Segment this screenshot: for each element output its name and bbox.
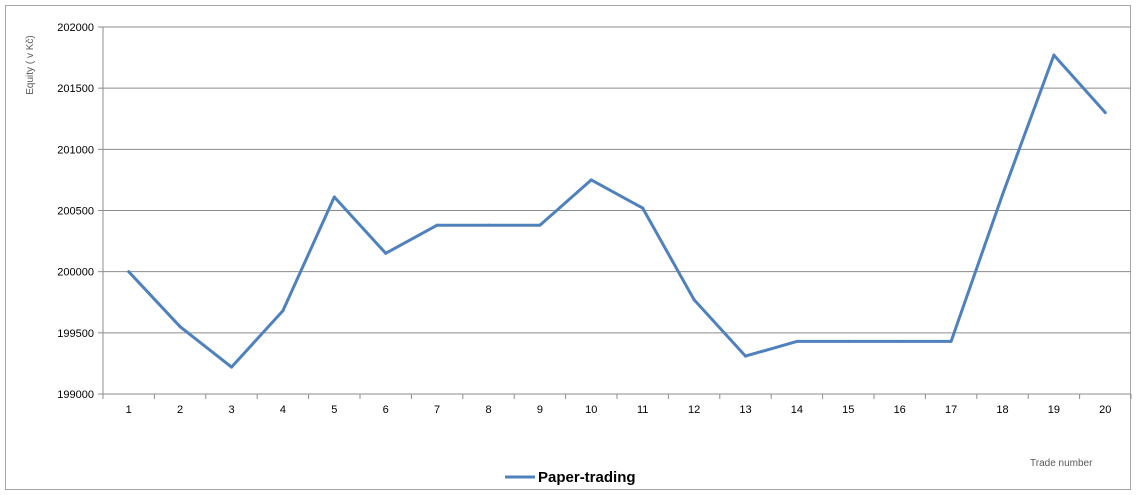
data-point [435,223,439,227]
x-tick-label: 14 [791,404,803,416]
y-tick-labels: 199000 199500 200000 200500 201000 201500 2020… [57,22,94,401]
y-tick-label: 200500 [57,206,94,218]
x-tick-label: 4 [280,404,286,416]
x-tick-label: 16 [894,404,906,416]
legend-label-paper-trading: Paper-trading [538,469,636,486]
x-tick-label: 2 [177,404,183,416]
y-tick-label: 199000 [57,389,94,401]
data-point [589,178,593,182]
data-point [1103,111,1107,115]
x-axis-title: Trade number [1030,458,1093,469]
data-point [1001,193,1004,197]
y-tick-label: 200000 [57,267,94,279]
data-point [384,251,388,255]
y-tick-label: 199500 [57,328,94,340]
data-point [795,339,799,343]
x-tick-label: 20 [1099,404,1111,416]
axes [98,26,1132,399]
data-point [281,309,285,313]
series-line-paper-trading [127,53,1107,369]
gridlines [103,26,1131,334]
x-tick-label: 8 [485,404,491,416]
x-tick-label: 9 [537,404,543,416]
data-point [1052,53,1056,57]
y-tick-label: 201500 [57,83,94,95]
x-tick-label: 15 [842,404,854,416]
legend: Paper-trading [505,469,636,486]
x-tick-label: 13 [739,404,751,416]
y-axis-title: Equity ( v Kč) [25,35,36,94]
x-tick-label: 17 [945,404,957,416]
data-point [178,325,182,329]
x-tick-label: 7 [434,404,440,416]
series-layer [127,53,1107,369]
x-tick-label: 12 [688,404,700,416]
x-tick-label: 11 [637,404,648,416]
x-tick-label: 6 [383,404,389,416]
data-point [487,223,490,227]
x-tick-label: 10 [585,404,597,416]
data-point [641,206,645,210]
x-tick-label: 1 [126,404,132,416]
y-tick-label: 201000 [57,144,94,156]
x-tick-label: 19 [1048,404,1060,416]
data-point [127,270,131,274]
data-point [846,339,850,343]
data-point [332,195,336,199]
x-tick-label: 5 [331,404,337,416]
data-point [538,223,542,227]
x-tick-label: 3 [228,404,234,416]
x-tick-label: 18 [996,404,1008,416]
data-point [949,339,953,343]
data-point [692,298,696,302]
chart-frame [5,5,1131,490]
x-tick-labels: 1 2 3 4 5 6 7 8 9 10 11 12 13 14 15 16 17 18 19 20 [126,404,1112,416]
data-point [898,339,902,343]
data-point [230,365,233,369]
data-point [744,354,747,358]
y-tick-label: 202000 [57,22,94,34]
